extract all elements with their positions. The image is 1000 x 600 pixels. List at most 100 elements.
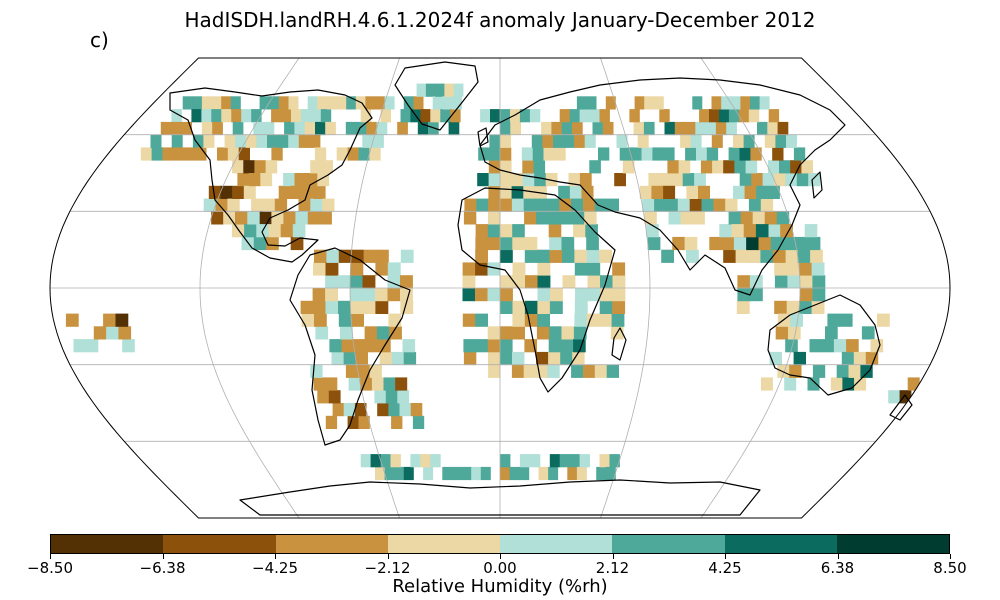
grid-cell bbox=[523, 185, 536, 199]
grid-cell bbox=[774, 275, 788, 289]
grid-cell bbox=[500, 236, 513, 251]
grid-cell bbox=[572, 351, 585, 366]
grid-cell bbox=[488, 351, 501, 366]
grid-cell bbox=[680, 134, 692, 148]
grid-cell bbox=[440, 109, 451, 123]
grid-cell bbox=[594, 198, 608, 212]
grid-cell bbox=[519, 109, 531, 123]
grid-cell bbox=[171, 134, 183, 148]
grid-cell bbox=[807, 377, 820, 391]
grid-cell bbox=[235, 211, 248, 225]
grid-cell bbox=[541, 121, 552, 136]
grid-cell bbox=[356, 121, 367, 136]
grid-cell bbox=[672, 236, 685, 251]
grid-cell bbox=[85, 339, 99, 353]
grid-cell bbox=[713, 198, 726, 212]
grid-cell bbox=[478, 147, 490, 161]
grid-cell bbox=[748, 249, 761, 263]
grid-cell bbox=[325, 377, 338, 391]
grid-cell bbox=[298, 134, 310, 148]
grid-cell bbox=[290, 185, 303, 199]
grid-cell bbox=[799, 275, 813, 289]
grid-cell bbox=[277, 134, 289, 148]
grid-cell bbox=[211, 211, 224, 225]
grid-cell bbox=[500, 173, 512, 187]
grid-cell bbox=[362, 134, 374, 148]
grid-cell bbox=[739, 147, 751, 161]
grid-cell bbox=[399, 403, 412, 417]
grid-cell bbox=[122, 339, 135, 353]
grid-cell bbox=[487, 326, 501, 340]
grid-cell bbox=[860, 364, 873, 378]
grid-cell bbox=[245, 134, 257, 148]
grid-cell bbox=[310, 160, 322, 174]
grid-cell bbox=[317, 96, 328, 110]
grid-cell bbox=[699, 109, 710, 123]
grid-cell bbox=[584, 211, 597, 225]
grid-cell bbox=[489, 134, 501, 148]
grid-cell bbox=[562, 249, 575, 263]
grid-cell bbox=[569, 109, 581, 123]
grid-cell bbox=[350, 288, 363, 302]
grid-cell bbox=[360, 454, 372, 468]
grid-cell bbox=[812, 364, 826, 378]
grid-cell bbox=[400, 249, 414, 263]
grid-cell bbox=[677, 198, 691, 212]
grid-cell bbox=[633, 121, 645, 136]
grid-cell bbox=[192, 96, 203, 110]
grid-cell bbox=[243, 160, 255, 174]
grid-cell bbox=[390, 454, 401, 468]
grid-cell bbox=[326, 96, 337, 110]
grid-cell bbox=[522, 160, 534, 174]
colorbar-tick bbox=[950, 554, 951, 559]
grid-cell bbox=[574, 313, 588, 327]
grid-cell bbox=[740, 211, 754, 225]
grid-cell bbox=[774, 300, 788, 314]
grid-cell bbox=[571, 198, 584, 212]
grid-cell bbox=[659, 173, 672, 187]
grid-cell bbox=[462, 288, 476, 302]
coast-madagascar bbox=[611, 327, 627, 361]
grid-cell bbox=[733, 185, 745, 199]
grid-cell bbox=[476, 198, 489, 212]
grid-cell bbox=[232, 185, 245, 199]
colorbar-segment bbox=[51, 535, 164, 553]
grid-cell bbox=[587, 288, 601, 302]
grid-cell bbox=[524, 300, 538, 314]
grid-cell bbox=[785, 339, 798, 353]
grid-cell bbox=[521, 147, 534, 161]
grid-cell bbox=[558, 185, 571, 199]
grid-cell bbox=[224, 134, 236, 148]
coast-new-zealand bbox=[889, 394, 913, 421]
coast-greenland bbox=[394, 61, 479, 131]
grid-cell bbox=[290, 236, 304, 251]
grid-cell bbox=[203, 198, 216, 212]
grid-cell bbox=[804, 224, 818, 238]
grid-cell bbox=[559, 198, 572, 212]
grid-cell bbox=[576, 96, 587, 110]
grid-cell bbox=[728, 147, 740, 161]
grid-cell bbox=[201, 96, 212, 110]
grid-cell bbox=[412, 415, 425, 429]
grid-cell bbox=[511, 185, 524, 199]
grid-cell bbox=[630, 147, 642, 161]
grid-cell bbox=[423, 466, 434, 481]
grid-cell bbox=[775, 326, 789, 340]
grid-cell bbox=[475, 224, 489, 238]
grid-cell bbox=[744, 185, 757, 199]
grid-cell bbox=[529, 109, 541, 123]
grid-cell bbox=[738, 109, 750, 123]
grid-cell bbox=[462, 262, 476, 276]
globe-outline bbox=[49, 57, 951, 519]
grid-cell bbox=[480, 109, 491, 123]
grid-cell bbox=[487, 339, 501, 353]
grid-cell bbox=[118, 326, 132, 340]
grid-cell bbox=[841, 351, 855, 366]
grid-cell bbox=[549, 326, 562, 340]
grid-cell bbox=[605, 96, 616, 110]
grid-cell bbox=[343, 403, 356, 417]
grid-cell bbox=[475, 288, 488, 302]
grid-cell bbox=[425, 83, 436, 97]
coast-south-america bbox=[289, 247, 411, 446]
grid-cell bbox=[512, 313, 526, 327]
